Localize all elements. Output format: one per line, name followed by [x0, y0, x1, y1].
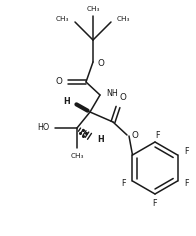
- Text: F: F: [156, 131, 160, 139]
- Text: F: F: [184, 180, 189, 189]
- Text: H: H: [63, 97, 70, 106]
- Text: CH₃: CH₃: [70, 153, 84, 159]
- Text: F: F: [184, 148, 189, 156]
- Text: HO: HO: [38, 123, 50, 132]
- Text: O: O: [120, 93, 127, 102]
- Text: O: O: [55, 77, 62, 87]
- Text: H: H: [97, 135, 104, 144]
- Text: F: F: [121, 180, 126, 189]
- Text: CH₃: CH₃: [117, 16, 131, 22]
- Text: NH: NH: [106, 88, 118, 97]
- Text: CH₃: CH₃: [86, 6, 100, 12]
- Text: O: O: [132, 131, 139, 140]
- Text: CH₃: CH₃: [55, 16, 69, 22]
- Text: O: O: [98, 59, 105, 67]
- Text: F: F: [153, 199, 157, 208]
